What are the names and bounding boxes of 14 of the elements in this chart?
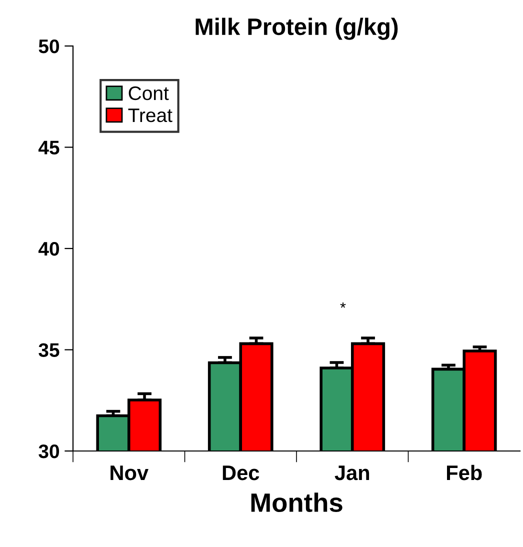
x-tick-label: Jan [334, 466, 370, 480]
y-tick-label: 30 [38, 444, 60, 458]
legend-label: Cont [128, 86, 169, 100]
y-tick-label: 45 [38, 140, 60, 154]
annotation: * [340, 302, 346, 308]
x-axis-title: Months [251, 492, 342, 512]
chart-title: Milk Protein (g/kg) [196, 18, 398, 40]
y-tick-label: 40 [38, 242, 60, 256]
y-tick-label: 50 [38, 39, 60, 54]
x-tick-label: Dec [222, 466, 260, 480]
legend-label: Treat [128, 108, 172, 122]
x-tick-label: Feb [447, 464, 482, 480]
y-tick-label: 35 [38, 343, 60, 358]
x-tick-label: Nov [110, 466, 148, 480]
